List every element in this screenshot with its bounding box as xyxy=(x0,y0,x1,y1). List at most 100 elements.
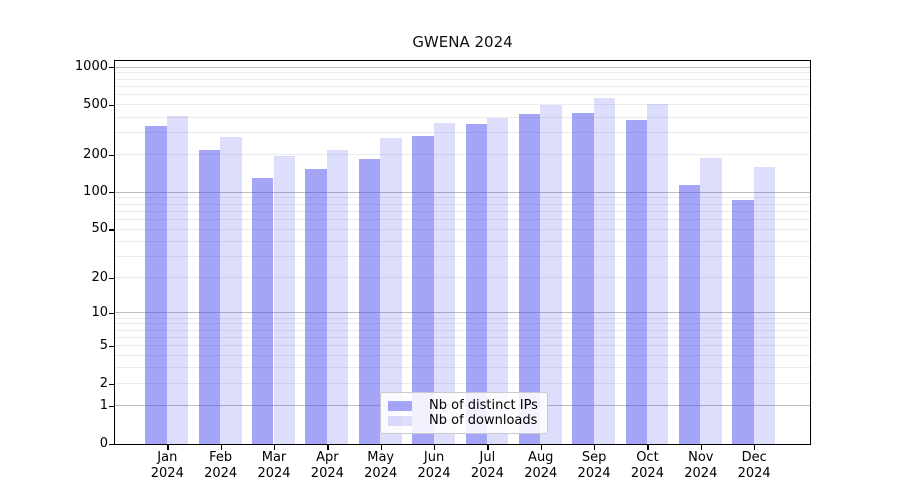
y-axis-tick-mark xyxy=(109,312,114,315)
bar-distinct-ips xyxy=(198,149,221,444)
y-axis-tick-mark xyxy=(109,67,114,69)
bar-distinct-ips xyxy=(358,159,381,444)
legend-swatch-distinct-ips xyxy=(388,400,412,411)
bar-distinct-ips xyxy=(518,114,541,444)
bar-downloads xyxy=(326,150,349,444)
gridline-minor xyxy=(115,104,810,106)
y-axis-tick-label: 1000 xyxy=(74,59,108,75)
bar-distinct-ips xyxy=(732,199,754,444)
gridline-minor xyxy=(115,78,810,80)
bar-downloads xyxy=(646,104,669,444)
y-axis-tick-label: 50 xyxy=(91,221,108,237)
y-axis-tick-label: 2 xyxy=(99,375,108,391)
x-axis-tick-mark xyxy=(274,445,276,450)
legend-item-downloads: Nb of downloads xyxy=(388,413,539,428)
bar-distinct-ips xyxy=(678,185,701,444)
y-axis-tick-mark xyxy=(109,192,114,194)
y-axis-tick-label: 10 xyxy=(91,304,108,320)
bar-distinct-ips xyxy=(465,124,487,444)
legend: Nb of distinct IPs Nb of downloads xyxy=(380,392,548,434)
legend-label-distinct-ips: Nb of distinct IPs xyxy=(429,398,538,413)
x-axis-tick-label: Jun 2024 xyxy=(417,450,451,481)
bar-downloads xyxy=(380,137,402,444)
bar-downloads xyxy=(540,105,562,444)
legend-swatch-downloads xyxy=(388,415,412,426)
x-axis-tick-label: Mar 2024 xyxy=(257,450,291,481)
x-axis-tick-label: Apr 2024 xyxy=(310,450,344,481)
gridline-minor xyxy=(115,132,810,134)
bar-distinct-ips xyxy=(412,135,434,444)
gridline-minor xyxy=(115,86,810,88)
y-axis-tick-label: 100 xyxy=(83,184,108,200)
bar-downloads xyxy=(433,122,455,444)
y-axis-tick-label: 200 xyxy=(83,146,108,162)
bar-downloads xyxy=(700,157,722,444)
gridline-minor xyxy=(115,367,810,369)
x-axis-tick-mark xyxy=(647,445,649,450)
bar-distinct-ips xyxy=(252,178,274,444)
gridline-major xyxy=(115,66,810,68)
bar-downloads xyxy=(166,115,189,444)
gridline-minor xyxy=(115,197,810,199)
x-axis-tick-mark xyxy=(754,445,756,450)
bar-downloads xyxy=(220,137,242,444)
bar-distinct-ips xyxy=(145,125,167,444)
y-axis-tick-label: 5 xyxy=(99,337,108,353)
legend-item-distinct-ips: Nb of distinct IPs xyxy=(388,398,539,413)
gridline-minor xyxy=(115,228,810,230)
y-axis-tick-mark xyxy=(109,154,114,156)
y-axis-tick-mark xyxy=(109,383,114,385)
gridline-minor xyxy=(115,203,810,205)
x-axis-tick-mark xyxy=(700,445,703,450)
x-axis-tick-mark xyxy=(380,445,382,450)
gridline-minor xyxy=(115,317,810,319)
x-axis-tick-label: Aug 2024 xyxy=(524,450,558,481)
y-axis-tick-mark xyxy=(109,277,114,279)
gridline-minor xyxy=(115,337,810,338)
y-axis-tick-mark xyxy=(109,104,114,107)
x-axis-tick-mark xyxy=(487,445,489,450)
x-axis-tick-mark xyxy=(594,445,596,450)
x-axis-tick-mark xyxy=(220,445,222,450)
x-axis-tick-mark xyxy=(434,445,436,450)
y-axis-tick-mark xyxy=(109,405,114,408)
gridline-minor xyxy=(115,219,810,221)
gridline-minor xyxy=(115,355,810,357)
bar-downloads xyxy=(273,156,295,444)
gridline-minor xyxy=(115,116,810,118)
gridline-minor xyxy=(115,329,810,331)
x-axis-tick-mark xyxy=(540,445,543,450)
gridline-minor xyxy=(115,345,810,347)
x-axis-tick-label: May 2024 xyxy=(364,450,398,481)
x-axis-tick-label: Oct 2024 xyxy=(630,450,664,481)
y-axis-tick-label: 1 xyxy=(99,397,108,413)
gridline-minor xyxy=(115,154,810,156)
y-axis-tick-label: 20 xyxy=(91,269,108,285)
gridline-major xyxy=(115,312,810,314)
x-axis-tick-mark xyxy=(327,445,329,450)
x-axis-tick-label: Jul 2024 xyxy=(470,450,504,481)
gridline-minor xyxy=(115,277,810,279)
bar-downloads xyxy=(753,166,776,444)
bar-distinct-ips xyxy=(625,120,647,444)
gridline-minor xyxy=(115,94,810,96)
bar-distinct-ips xyxy=(305,168,327,444)
x-axis-tick-label: Dec 2024 xyxy=(737,450,771,481)
x-axis-tick-label: Feb 2024 xyxy=(204,450,238,481)
y-axis-tick-mark xyxy=(109,345,114,348)
bar-downloads xyxy=(593,97,615,444)
x-axis-tick-mark xyxy=(167,445,169,450)
gridline-major xyxy=(115,191,810,193)
gridline-minor xyxy=(115,383,810,385)
y-axis-tick-label: 0 xyxy=(99,435,108,451)
plot-area xyxy=(114,60,811,445)
bar-distinct-ips xyxy=(572,112,594,444)
x-axis-tick-label: Jan 2024 xyxy=(150,450,184,481)
bar-downloads xyxy=(486,117,509,444)
gridline-minor xyxy=(115,210,810,212)
gridline-minor xyxy=(115,240,810,242)
x-axis-tick-label: Sep 2024 xyxy=(577,450,611,481)
legend-label-downloads: Nb of downloads xyxy=(429,413,538,428)
y-axis-tick-mark xyxy=(109,229,114,231)
